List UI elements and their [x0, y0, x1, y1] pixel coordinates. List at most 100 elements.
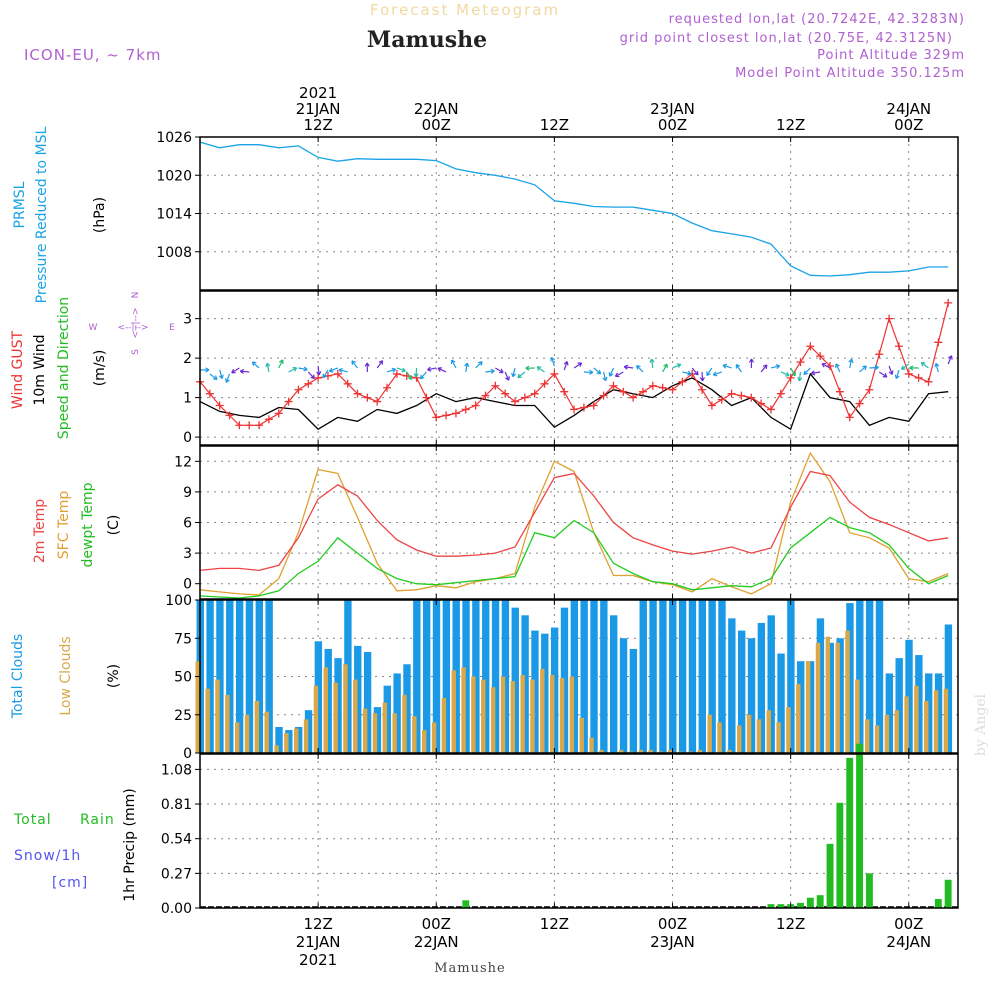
wind-arrow — [624, 366, 634, 369]
total-cloud-bar — [413, 600, 421, 753]
wind-arrow — [465, 362, 468, 373]
ytick-label-precipitation: 1.08 — [161, 762, 192, 778]
low-cloud-bar — [205, 688, 210, 753]
wind-arrow-head — [636, 365, 641, 370]
wind-arrow — [338, 369, 348, 373]
total-cloud-bar — [344, 600, 352, 753]
ytick-label-clouds: 25 — [174, 708, 192, 724]
total-cloud-bar — [718, 600, 726, 753]
total-cloud-bar — [285, 730, 293, 753]
low-cloud-bar — [845, 630, 850, 753]
ytick-label-temperature: 12 — [174, 454, 192, 470]
gust-marker — [875, 350, 884, 359]
total-cloud-bar — [255, 600, 264, 753]
gust-marker — [619, 387, 628, 396]
gust-marker — [835, 387, 844, 396]
total-cloud-bar — [334, 658, 342, 753]
x-top-label: 00Z — [894, 116, 923, 134]
gust-marker — [599, 391, 608, 400]
clouds-total-label: Total Clouds — [10, 634, 26, 719]
low-cloud-bar — [520, 674, 525, 753]
wind-arrow-head — [231, 368, 236, 374]
gust-marker — [520, 393, 529, 402]
low-cloud-bar — [579, 717, 584, 753]
wind-arrow — [317, 365, 320, 376]
wind-arrow — [849, 359, 853, 369]
top-title: Forecast Meteogram — [370, 1, 560, 19]
wind-arrow-head — [490, 368, 495, 374]
x-bottom-label: 00Z — [894, 915, 923, 933]
low-cloud-bar — [382, 702, 388, 753]
gust-marker — [511, 397, 520, 406]
ytick-label-clouds: 100 — [165, 593, 192, 609]
precip-snow-unit: [cm] — [52, 875, 88, 891]
low-cloud-bar — [549, 674, 555, 753]
panel-frame-pressure — [199, 136, 959, 291]
gust-marker — [432, 413, 441, 422]
x-top-label: 12Z — [303, 116, 332, 134]
wind-arrow-head — [413, 373, 419, 378]
gust-marker — [481, 391, 490, 400]
wind-arrow-head — [478, 361, 483, 366]
gust-marker — [707, 401, 716, 410]
ytick-label-precipitation: 0.81 — [161, 797, 192, 813]
wind-arrow — [706, 367, 713, 376]
clouds-unit: (%) — [106, 664, 122, 688]
total-cloud-bar — [442, 600, 451, 753]
wind-arrow-head — [212, 375, 218, 380]
gust-marker — [501, 389, 510, 398]
total-cloud-bar — [698, 600, 706, 753]
low-cloud-bar — [864, 719, 870, 753]
gust-marker — [658, 383, 667, 392]
gust-marker — [648, 381, 657, 390]
gust-marker — [885, 314, 894, 323]
precip-snow-label: Snow/1h — [14, 848, 81, 864]
low-cloud-bar — [756, 719, 762, 753]
low-cloud-bar — [697, 749, 703, 753]
precip-bar — [934, 899, 942, 908]
temp-unit: (C) — [106, 515, 122, 536]
low-cloud-bar — [431, 722, 437, 753]
compass-e: E — [169, 323, 175, 333]
total-cloud-bar — [600, 600, 608, 753]
ytick-label-clouds: 75 — [174, 631, 192, 647]
gust-marker — [579, 403, 588, 412]
gust-marker — [747, 393, 756, 402]
panel-frame-wind — [199, 290, 959, 446]
total-cloud-bar — [669, 600, 677, 753]
gust-marker — [924, 377, 933, 386]
low-cloud-bar — [855, 679, 860, 753]
low-cloud-bar — [569, 676, 575, 753]
model-altitude: Model Point Altitude 350.125m — [735, 66, 965, 81]
low-cloud-bar — [786, 707, 791, 753]
low-cloud-bar — [746, 714, 752, 753]
precip-bar — [462, 900, 470, 908]
gust-marker — [560, 387, 569, 396]
compass-n: N — [131, 292, 141, 299]
wind-arrow-head — [536, 366, 542, 371]
gust-marker — [205, 389, 214, 398]
wind-arrow-head — [499, 368, 504, 374]
total-cloud-bar — [235, 600, 244, 753]
gust-marker — [530, 389, 539, 398]
gust-marker — [255, 421, 264, 430]
total-cloud-bar — [915, 655, 923, 753]
low-cloud-bar — [530, 679, 535, 753]
total-cloud-bar — [865, 600, 874, 753]
wind-arrow — [451, 359, 457, 369]
compass-rose: N S W E <--|--> <--|--> — [89, 292, 176, 355]
low-cloud-bar — [402, 694, 407, 753]
wind-arrow-head — [735, 364, 741, 369]
wind-arrow-head — [310, 374, 316, 380]
wind-arrow-head — [676, 363, 682, 368]
gust-marker — [717, 395, 726, 404]
wind-arrow-head — [437, 367, 442, 372]
wind-arrow-head — [378, 360, 384, 365]
total-cloud-bar — [737, 630, 746, 753]
total-cloud-bar — [944, 624, 953, 753]
precip-bar — [797, 902, 804, 908]
wind-arrow — [691, 367, 699, 376]
gust-marker — [461, 405, 470, 414]
wind-arrow-head — [596, 369, 602, 375]
